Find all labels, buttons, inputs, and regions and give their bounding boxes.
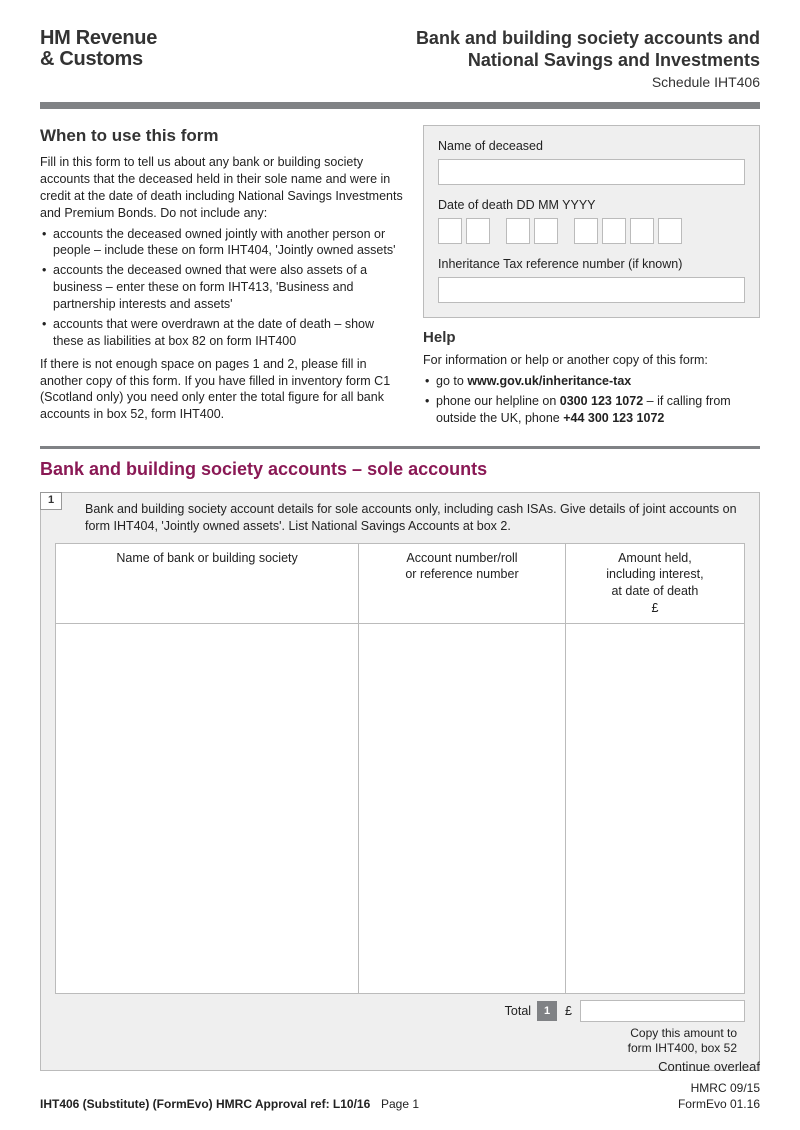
name-of-deceased-input[interactable] xyxy=(438,159,745,185)
bank-name-cell[interactable] xyxy=(56,624,359,994)
hmrc-logo: HM Revenue & Customs xyxy=(40,28,157,70)
question-box-1: 1 Bank and building society account deta… xyxy=(40,492,760,1071)
question-number: 1 xyxy=(40,492,62,510)
bullet-item: accounts the deceased owned that were al… xyxy=(40,262,405,313)
date-box-d2[interactable] xyxy=(466,218,490,244)
page-title: Bank and building society accounts and N… xyxy=(416,28,760,71)
date-box-m2[interactable] xyxy=(534,218,558,244)
total-row: Total 1 £ xyxy=(55,1000,745,1022)
table-row xyxy=(56,624,745,994)
deceased-panel: Name of deceased Date of death DD MM YYY… xyxy=(423,125,760,318)
page-header: HM Revenue & Customs Bank and building s… xyxy=(40,28,760,92)
continue-overleaf: Continue overleaf xyxy=(40,1058,760,1076)
total-box-number: 1 xyxy=(537,1001,557,1021)
schedule-code: Schedule IHT406 xyxy=(416,73,760,92)
help-heading: Help xyxy=(423,328,760,348)
logo-line: HM Revenue xyxy=(40,28,157,49)
col-header-amount: Amount held, including interest, at date… xyxy=(565,543,744,624)
when-to-use: When to use this form Fill in this form … xyxy=(40,125,405,432)
pound-symbol: £ xyxy=(565,1003,572,1020)
date-box-y2[interactable] xyxy=(602,218,626,244)
total-amount-input[interactable] xyxy=(580,1000,745,1022)
copy-note: Copy this amount to form IHT400, box 52 xyxy=(55,1026,745,1056)
logo-line: & Customs xyxy=(40,49,157,70)
date-of-death-row xyxy=(438,218,745,244)
right-column: Name of deceased Date of death DD MM YYY… xyxy=(423,125,760,432)
when-heading: When to use this form xyxy=(40,125,405,148)
accounts-table: Name of bank or building society Account… xyxy=(55,543,745,995)
help-url: www.gov.uk/inheritance-tax xyxy=(467,374,631,388)
page-footer: Continue overleaf Page 1 IHT406 (Substit… xyxy=(40,1058,760,1112)
help-phone: phone our helpline on 0300 123 1072 – if… xyxy=(423,393,760,427)
name-label: Name of deceased xyxy=(438,138,745,155)
when-intro: Fill in this form to tell us about any b… xyxy=(40,154,405,222)
bullet-item: accounts that were overdrawn at the date… xyxy=(40,316,405,350)
total-label: Total xyxy=(505,1003,531,1020)
ref-label: Inheritance Tax reference number (if kno… xyxy=(438,256,745,273)
intro-columns: When to use this form Fill in this form … xyxy=(40,125,760,432)
title-block: Bank and building society accounts and N… xyxy=(416,28,760,92)
section-title: Bank and building society accounts – sol… xyxy=(40,457,760,481)
question-text: Bank and building society account detail… xyxy=(85,501,745,535)
help-goto: go to www.gov.uk/inheritance-tax xyxy=(423,373,760,390)
col-header-bank: Name of bank or building society xyxy=(56,543,359,624)
help-intro: For information or help or another copy … xyxy=(423,352,760,369)
account-number-cell[interactable] xyxy=(359,624,566,994)
amount-cell[interactable] xyxy=(565,624,744,994)
section-divider xyxy=(40,446,760,449)
date-box-d1[interactable] xyxy=(438,218,462,244)
date-box-y4[interactable] xyxy=(658,218,682,244)
date-box-y1[interactable] xyxy=(574,218,598,244)
iht-reference-input[interactable] xyxy=(438,277,745,303)
divider-bar xyxy=(40,102,760,109)
page-number: Page 1 xyxy=(40,1096,760,1112)
date-label: Date of death DD MM YYYY xyxy=(438,197,745,214)
date-box-m1[interactable] xyxy=(506,218,530,244)
help-bullets: go to www.gov.uk/inheritance-tax phone o… xyxy=(423,373,760,427)
date-box-y3[interactable] xyxy=(630,218,654,244)
col-header-account: Account number/roll or reference number xyxy=(359,543,566,624)
question-head: Bank and building society account detail… xyxy=(55,493,745,543)
bullet-item: accounts the deceased owned jointly with… xyxy=(40,226,405,260)
when-bullets: accounts the deceased owned jointly with… xyxy=(40,226,405,350)
when-outro: If there is not enough space on pages 1 … xyxy=(40,356,405,424)
